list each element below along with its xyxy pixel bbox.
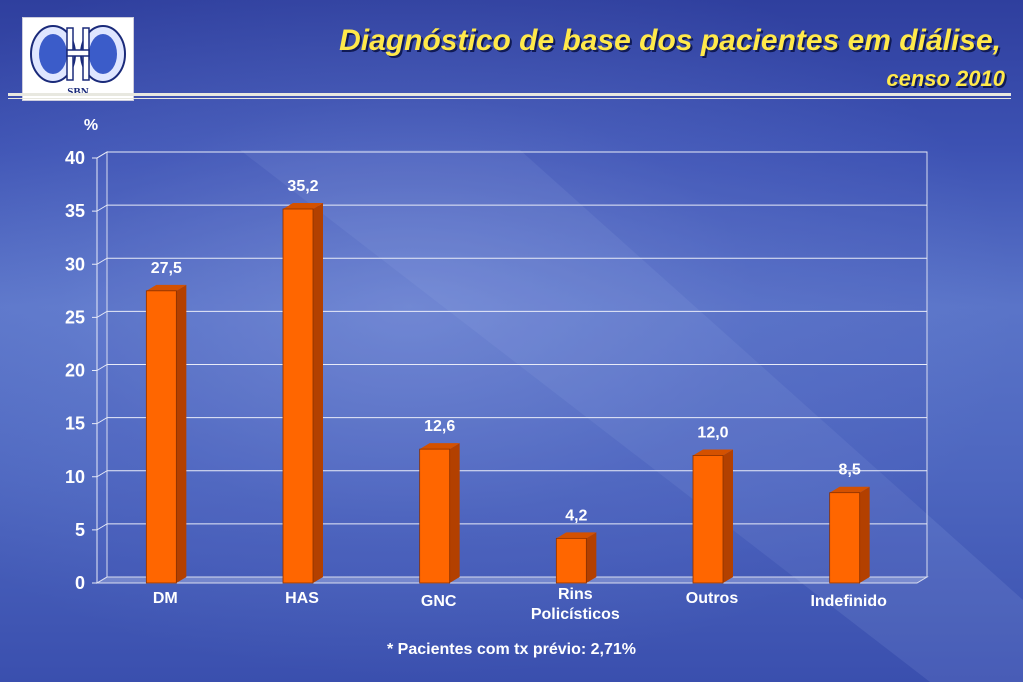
bar-side xyxy=(176,284,187,583)
grid-line-slant xyxy=(96,523,108,531)
value-label: 4,2 xyxy=(565,507,587,524)
y-tick-label: 25 xyxy=(65,307,85,327)
value-label: 27,5 xyxy=(151,260,182,277)
bar-side xyxy=(723,449,733,583)
bar-top xyxy=(693,449,733,456)
grid-line-slant xyxy=(96,364,108,371)
bar-top xyxy=(556,532,597,539)
bar-front xyxy=(555,537,587,584)
grid-line-slant xyxy=(96,151,108,159)
bar xyxy=(145,284,187,584)
chart-grid xyxy=(95,151,929,584)
grid-line-slant xyxy=(96,470,108,478)
bar-side xyxy=(586,532,597,583)
kidney-logo-icon xyxy=(30,25,126,83)
x-category-label: Rins xyxy=(558,586,593,603)
y-tick-label: 10 xyxy=(65,467,85,487)
bar-side xyxy=(449,443,460,583)
header-divider xyxy=(8,93,1011,96)
y-tick-label: 35 xyxy=(65,201,85,221)
bar-side xyxy=(313,203,323,583)
bar-front xyxy=(419,448,451,584)
grid-line-slant xyxy=(96,417,108,425)
y-unit-label: % xyxy=(84,117,98,134)
bar-front xyxy=(692,455,724,584)
header-divider-thin xyxy=(8,98,1011,99)
y-tick-label: 0 xyxy=(75,573,85,593)
x-category-label: HAS xyxy=(285,590,319,607)
bar-top xyxy=(283,203,323,209)
y-tick-label: 15 xyxy=(65,414,85,434)
bar-front xyxy=(145,290,177,584)
y-tick-label: 20 xyxy=(65,361,85,381)
bar xyxy=(555,532,597,584)
bar-top xyxy=(829,486,870,493)
bar-side xyxy=(859,486,870,583)
y-tick-label: 40 xyxy=(65,148,85,168)
plot-floor xyxy=(95,576,929,584)
grid-line-slant xyxy=(96,310,108,318)
value-label: 35,2 xyxy=(287,178,318,195)
slide-subtitle: censo 2010 xyxy=(886,66,1005,91)
bar-front xyxy=(282,208,314,584)
x-category-label: DM xyxy=(153,590,178,607)
y-axis-ticks: 0 5 10 15 20 25 30 35 40 xyxy=(65,148,98,593)
bar-top xyxy=(146,284,187,291)
bar-front xyxy=(829,492,861,584)
x-category-label: Indefinido xyxy=(810,593,887,610)
bars xyxy=(145,203,870,584)
sbn-logo: SBN xyxy=(22,17,134,101)
bar-top xyxy=(419,443,460,450)
grid-line-slant xyxy=(96,257,108,265)
y-tick-label: 5 xyxy=(75,520,85,540)
bar xyxy=(829,486,870,584)
x-category-label: Outros xyxy=(686,590,739,607)
grid-line-slant xyxy=(96,204,108,212)
bar xyxy=(692,449,733,584)
value-label: 12,6 xyxy=(424,418,455,435)
value-label: 8,5 xyxy=(839,462,861,479)
y-tick-label: 30 xyxy=(65,254,85,274)
value-label: 12,0 xyxy=(697,425,728,442)
x-category-label: Policísticos xyxy=(531,606,620,623)
bar xyxy=(419,443,460,584)
x-axis-labels: DM HAS GNC Rins Policísticos Outros Indefinido xyxy=(153,586,887,623)
slide-title: Diagnóstico de base dos pacientes em diá… xyxy=(339,24,1001,57)
value-labels: 27,5 35,2 12,6 4,2 12,0 8,5 xyxy=(151,178,861,524)
x-category-label: GNC xyxy=(421,593,457,610)
footnote: * Pacientes com tx prévio: 2,71% xyxy=(387,641,636,658)
bar xyxy=(282,203,323,584)
